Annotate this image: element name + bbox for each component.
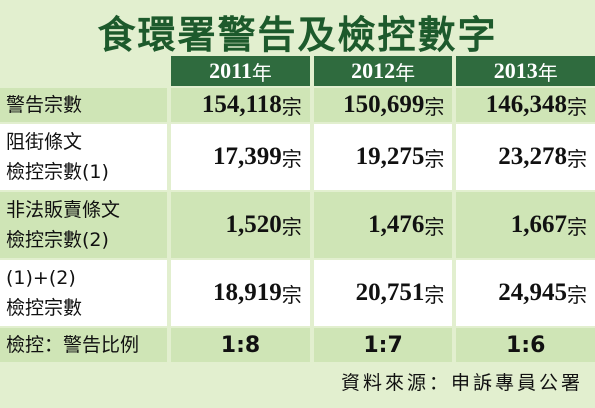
- value-cell: 1,520 宗: [171, 192, 310, 258]
- table: 2011 年 2012 年 2013 年警告宗數 154,118 宗 150,699 宗 146,3…: [0, 56, 595, 364]
- row-label-line: 警告宗數: [6, 94, 83, 116]
- row-label-line: (1)+(2): [6, 267, 76, 289]
- value-unit: 宗: [567, 94, 588, 119]
- value-cell: 20,751 宗: [313, 260, 453, 326]
- value-number: 146,348: [485, 91, 568, 118]
- row-label: 阻街條文檢控宗數(1): [0, 124, 168, 190]
- value-unit: 宗: [424, 94, 445, 119]
- value-number: 19,275: [355, 143, 425, 170]
- row-label-line: 檢控宗數(1): [6, 161, 109, 183]
- value-number: 23,278: [498, 143, 568, 170]
- value-cell: 17,399 宗: [171, 124, 310, 190]
- row-label-line: 檢控宗數(2): [6, 229, 109, 251]
- value-unit: 宗: [567, 282, 588, 307]
- header-row: 2011 年 2012 年 2013 年: [0, 56, 595, 88]
- table-row: (1)+(2) 檢控宗數 18,919 宗 20,751 宗 24,945 宗: [0, 260, 595, 328]
- value-cell: 18,919 宗: [171, 260, 310, 326]
- value-number: 24,945: [498, 279, 568, 306]
- value-cell: 1,476 宗: [313, 192, 453, 258]
- value-cell: 1:7: [313, 328, 453, 362]
- source: 資料來源：申訴專員公署: [340, 372, 583, 394]
- row-label: 警告宗數: [0, 88, 168, 122]
- value-unit: 宗: [567, 214, 588, 239]
- table-row: 警告宗數 154,118 宗 150,699 宗 146,348 宗: [0, 88, 595, 124]
- table-row: 非法販賣條文 檢控宗數(2) 1,520 宗 1,476 宗 1,667 宗: [0, 192, 595, 260]
- value-number: 18,919: [212, 279, 282, 306]
- year-header: 2012 年: [313, 56, 453, 86]
- value-number: 1:6: [505, 332, 546, 358]
- row-label-line: 阻街條文: [6, 131, 83, 153]
- year: 2013: [493, 58, 538, 83]
- value-cell: 24,945 宗: [456, 260, 595, 326]
- year: 2011: [209, 58, 252, 83]
- year-unit: 年: [395, 60, 416, 85]
- value-number: 150,699: [343, 91, 425, 118]
- value-unit: 宗: [424, 282, 445, 307]
- corner-cell: [0, 56, 167, 86]
- table-row: 檢控：警告比例 1:8 1:7 1:6: [0, 328, 595, 364]
- value-cell: 150,699 宗: [313, 88, 453, 122]
- value-number: 17,399: [212, 143, 282, 170]
- value-unit: 宗: [424, 146, 445, 171]
- value-unit: 宗: [281, 214, 302, 239]
- value-number: 1:8: [220, 332, 261, 358]
- row-label-line: 非法販賣條文: [6, 199, 121, 221]
- row-label: 非法販賣條文 檢控宗數(2): [0, 192, 168, 258]
- table-row: 阻街條文 檢控宗數(1) 17,399 宗 19,275 宗 23,278 宗: [0, 124, 595, 192]
- value-unit: 宗: [281, 282, 302, 307]
- value-number: 1:7: [363, 332, 403, 358]
- year-unit: 年: [537, 60, 558, 85]
- value-cell: 146,348 宗: [456, 88, 595, 122]
- value-number: 154,118: [201, 91, 282, 118]
- value-cell: 154,118 宗: [171, 88, 310, 122]
- value-number: 1,520: [225, 211, 282, 238]
- value-cell: 1:8: [171, 328, 310, 362]
- value-number: 1,667: [510, 211, 568, 238]
- value-unit: 宗: [281, 146, 302, 171]
- year-header: 2011 年: [171, 56, 310, 86]
- value-cell: 19,275 宗: [313, 124, 453, 190]
- value-cell: 1:6: [456, 328, 595, 362]
- value-number: 1,476: [368, 211, 425, 238]
- value-cell: 23,278 宗: [456, 124, 595, 190]
- value-cell: 1,667 宗: [456, 192, 595, 258]
- year-unit: 年: [251, 60, 272, 85]
- row-label: (1)+(2) 檢控宗數: [0, 260, 168, 326]
- year: 2012: [351, 58, 396, 83]
- title: 食環署警告及檢控數字: [97, 13, 498, 57]
- row-label-line: 檢控宗數: [6, 297, 83, 319]
- row-label: 檢控：警告比例: [0, 328, 168, 362]
- row-label-line: 檢控：警告比例: [6, 334, 140, 356]
- value-number: 20,751: [355, 279, 425, 306]
- value-unit: 宗: [567, 146, 588, 171]
- value-unit: 宗: [281, 94, 302, 119]
- value-unit: 宗: [424, 214, 445, 239]
- year-header: 2013 年: [456, 56, 595, 86]
